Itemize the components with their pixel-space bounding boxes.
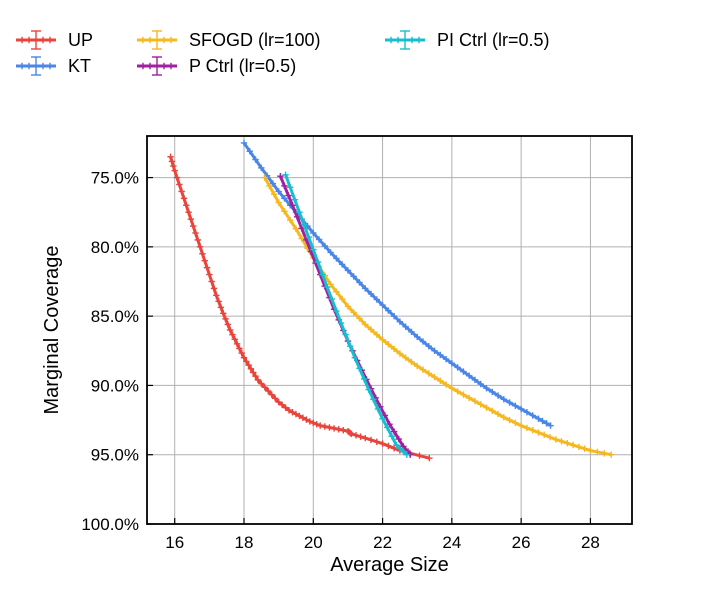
legend-item-up: UP xyxy=(16,30,93,50)
x-tick-label: 20 xyxy=(304,533,323,552)
y-tick-label: 95.0% xyxy=(91,446,139,465)
y-axis: 75.0% 80.0% 85.0% 90.0% 95.0% 100.0% xyxy=(81,169,153,534)
x-axis-title: Average Size xyxy=(330,554,449,576)
y-tick-label: 90.0% xyxy=(91,376,139,395)
y-tick-label: 85.0% xyxy=(91,307,139,326)
x-tick-label: 28 xyxy=(581,533,600,552)
legend-item-kt: KT xyxy=(16,56,91,76)
legend-label: UP xyxy=(68,30,93,50)
legend-label: P Ctrl (lr=0.5) xyxy=(189,56,296,76)
series-up xyxy=(167,153,433,462)
legend: UP KT SFOGD (lr=100) P Ctrl (lr=0.5) PI Ctrl… xyxy=(16,30,550,76)
x-tick-label: 18 xyxy=(235,533,254,552)
legend-item-p-ctrl-lr-0-5: P Ctrl (lr=0.5) xyxy=(137,56,296,76)
y-axis-title: Marginal Coverage xyxy=(41,246,63,415)
y-tick-label: 75.0% xyxy=(91,169,139,188)
x-tick-label: 22 xyxy=(373,533,392,552)
x-tick-label: 26 xyxy=(512,533,531,552)
plot-frame xyxy=(146,135,633,525)
series-pi-ctrl-lr-0-5 xyxy=(282,171,411,458)
legend-label: PI Ctrl (lr=0.5) xyxy=(437,30,550,50)
grid xyxy=(147,136,632,525)
legend-item-sfogd-lr-100: SFOGD (lr=100) xyxy=(137,30,321,50)
series-layer xyxy=(167,139,615,462)
y-tick-label: 100.0% xyxy=(81,515,139,534)
legend-label: KT xyxy=(68,56,91,76)
x-tick-label: 24 xyxy=(442,533,461,552)
y-tick-label: 80.0% xyxy=(91,238,139,257)
legend-label: SFOGD (lr=100) xyxy=(189,30,321,50)
x-axis: 16 18 20 22 24 26 28 xyxy=(165,518,600,552)
legend-item-pi-ctrl-lr-0-5: PI Ctrl (lr=0.5) xyxy=(385,30,550,50)
x-tick-label: 16 xyxy=(165,533,184,552)
series-line xyxy=(284,174,408,456)
